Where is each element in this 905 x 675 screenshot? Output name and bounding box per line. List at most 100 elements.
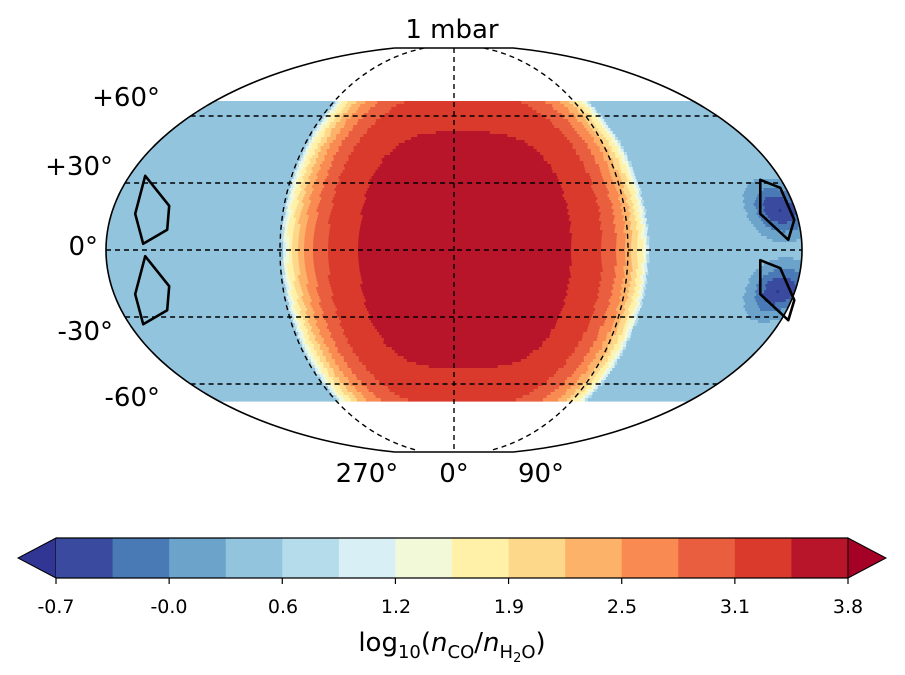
heatmap-cell — [649, 245, 802, 249]
heatmap-cell — [639, 185, 748, 189]
heatmap-cell — [368, 110, 390, 114]
heatmap-cell — [127, 320, 294, 324]
heatmap-cell — [299, 329, 303, 333]
heatmap-cell — [643, 218, 648, 222]
heatmap-cell — [637, 182, 750, 186]
heatmap-cell — [743, 206, 757, 210]
heatmap-cell — [609, 368, 613, 372]
heatmap-cell — [322, 371, 329, 375]
heatmap-cell — [762, 203, 794, 207]
heatmap-cell — [298, 239, 305, 243]
heatmap-cell — [571, 242, 602, 246]
heatmap-cell — [292, 209, 297, 213]
heatmap-cell — [316, 161, 323, 165]
heatmap-cell — [313, 314, 323, 318]
heatmap-cell — [311, 326, 319, 330]
heatmap-cell — [309, 203, 320, 207]
heatmap-cell — [641, 215, 646, 219]
heatmap-cell — [341, 389, 349, 393]
heatmap-cell — [320, 377, 325, 381]
heatmap-cell — [300, 212, 308, 216]
heatmap-cell — [641, 266, 645, 270]
heatmap-cell — [647, 230, 759, 234]
heatmap-cell — [598, 296, 612, 300]
heatmap-cell — [324, 113, 329, 117]
heatmap-cell — [776, 290, 780, 294]
heatmap-cell — [334, 374, 345, 378]
heatmap-cell — [311, 305, 322, 309]
heatmap-cell — [617, 233, 627, 237]
heatmap-cell — [793, 218, 801, 222]
heatmap-cell — [779, 290, 798, 294]
heatmap-cell — [638, 305, 643, 309]
heatmap-cell — [569, 110, 579, 114]
heatmap-cell — [602, 116, 724, 120]
heatmap-cell — [304, 251, 314, 255]
heatmap-cell — [106, 242, 284, 246]
heatmap-cell — [310, 173, 318, 177]
heatmap-cell — [587, 383, 594, 387]
heatmap-cell — [132, 170, 296, 174]
heatmap-cell — [629, 311, 634, 315]
heatmap-cell — [294, 212, 302, 216]
heatmap-cell — [359, 227, 571, 231]
heatmap-cell — [622, 278, 633, 282]
heatmap-cell — [769, 260, 802, 264]
heatmap-cell — [609, 170, 620, 174]
heatmap-cell — [303, 293, 310, 297]
heatmap-cell — [542, 383, 564, 387]
heatmap-cell — [561, 185, 592, 189]
heatmap-cell — [340, 128, 354, 132]
heatmap-cell — [311, 140, 316, 144]
heatmap-cell — [637, 263, 642, 267]
heatmap-cell — [605, 362, 609, 366]
heatmap-cell — [568, 119, 578, 123]
colorbar-segment — [678, 538, 736, 578]
heatmap-cell — [747, 284, 757, 288]
heatmap-cell — [607, 128, 612, 132]
heatmap-cell — [755, 227, 772, 231]
heatmap-cell — [778, 188, 789, 192]
heatmap-cell — [365, 398, 382, 402]
heatmap-cell — [608, 305, 619, 309]
colorbar-segment — [395, 538, 453, 578]
heatmap-cell — [512, 362, 567, 366]
heatmap-cell — [639, 293, 643, 297]
heatmap-cell — [620, 341, 624, 345]
heatmap-cell — [301, 296, 312, 300]
heatmap-cell — [635, 227, 643, 231]
heatmap-cell — [293, 230, 300, 234]
lat-tick-label: +60° — [92, 83, 160, 113]
heatmap-cell — [533, 389, 556, 393]
heatmap-cell — [361, 278, 570, 282]
heatmap-cell — [616, 359, 750, 363]
heatmap-cell — [358, 257, 572, 261]
heatmap-cell — [578, 341, 594, 345]
heatmap-cell — [337, 392, 345, 396]
heatmap-cell — [581, 383, 588, 387]
heatmap-cell — [584, 125, 591, 129]
heatmap-cell — [321, 137, 328, 141]
colorbar-segment — [508, 538, 566, 578]
heatmap-cell — [603, 323, 614, 327]
heatmap-cell — [321, 191, 337, 195]
heatmap-cell — [587, 377, 595, 381]
heatmap-cell — [634, 182, 639, 186]
heatmap-cell — [646, 257, 650, 261]
heatmap-cell — [559, 128, 576, 132]
heatmap-cell — [325, 320, 342, 324]
heatmap-cell — [289, 242, 293, 246]
heatmap-cell — [640, 278, 645, 282]
heatmap-cell — [299, 269, 307, 273]
heatmap-cell — [634, 218, 642, 222]
heatmap-cell — [360, 104, 376, 108]
heatmap-cell — [760, 278, 774, 282]
heatmap-cell — [762, 275, 802, 279]
heatmap-cell — [626, 344, 765, 348]
heatmap-cell — [640, 296, 645, 300]
heatmap-cell — [588, 104, 592, 108]
heatmap-cell — [329, 365, 340, 369]
heatmap-cell — [555, 323, 590, 327]
heatmap-cell — [307, 218, 318, 222]
heatmap-cell — [304, 302, 311, 306]
